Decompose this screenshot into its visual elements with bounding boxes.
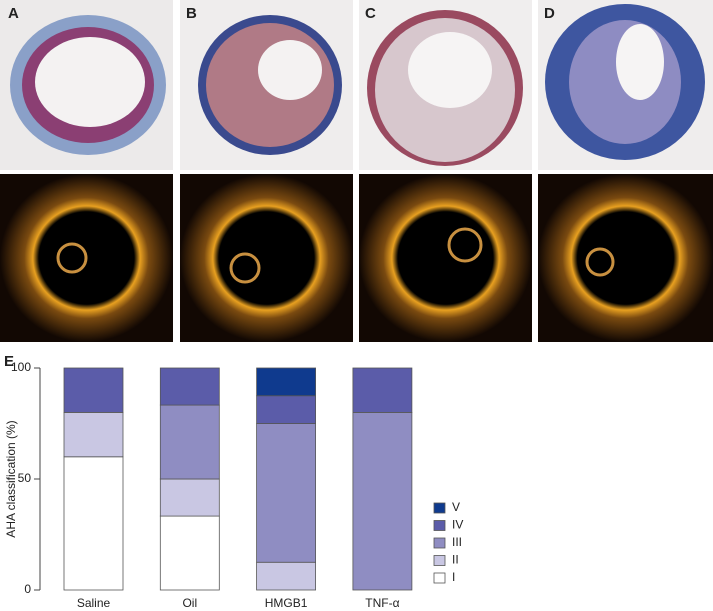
legend-swatch <box>433 502 446 514</box>
bar-segment <box>256 395 317 424</box>
legend-swatch <box>433 572 446 584</box>
x-tick-label: Oil <box>182 596 197 610</box>
bar-segment <box>159 478 220 517</box>
oct-image <box>538 174 713 342</box>
bar-segment <box>63 367 124 413</box>
y-tick-label: 50 <box>18 471 32 485</box>
bar-segment <box>256 367 317 397</box>
x-tick-label: HMGB1 <box>265 596 308 610</box>
bar-segment <box>63 456 124 591</box>
y-tick-label: 0 <box>24 582 31 596</box>
legend-label: V <box>452 500 460 514</box>
bar-segment <box>256 561 317 591</box>
bar-segment <box>352 411 413 591</box>
vessel-lumen <box>258 40 322 100</box>
bar-segment <box>63 411 124 458</box>
catheter <box>229 252 261 284</box>
panel-label: A <box>8 5 19 22</box>
catheter <box>447 227 483 263</box>
vessel-lumen <box>35 37 145 127</box>
x-tick-label: TNF-α <box>365 596 399 610</box>
oct-image <box>180 174 353 342</box>
legend-swatch <box>433 555 446 566</box>
bar-segment <box>159 404 220 480</box>
y-axis-label: AHA classification (%) <box>4 420 18 537</box>
legend-swatch <box>433 537 446 549</box>
y-tick-label: 100 <box>11 360 31 374</box>
catheter <box>56 242 88 274</box>
bar-segment <box>352 367 413 413</box>
legend-swatch <box>433 520 446 531</box>
catheter <box>585 247 615 277</box>
panel-label: B <box>186 5 197 22</box>
oct-row <box>0 174 713 342</box>
histology-row <box>0 0 713 170</box>
bar-segment <box>159 515 220 591</box>
legend-label: I <box>452 570 455 584</box>
panel-label: E <box>4 353 14 370</box>
bar-segment <box>159 367 220 406</box>
panel-label: D <box>544 5 555 22</box>
oct-image <box>359 174 532 342</box>
bar-segment <box>256 423 317 563</box>
vessel-lumen <box>616 24 664 100</box>
legend-label: III <box>452 535 462 549</box>
panel-label: C <box>365 5 376 22</box>
legend-label: II <box>452 553 459 567</box>
legend-label: IV <box>452 518 463 532</box>
vessel-lumen <box>408 32 492 108</box>
x-tick-label: Saline <box>77 596 111 610</box>
